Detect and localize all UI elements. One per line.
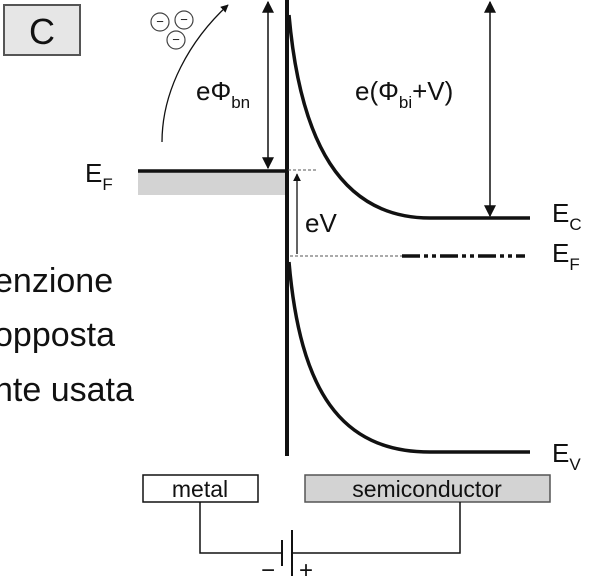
side-text: nte usata — [0, 371, 134, 409]
valence-band — [287, 261, 530, 454]
metal-label: metal — [172, 476, 228, 502]
side-text: opposta — [0, 316, 115, 354]
metal-fill — [138, 172, 285, 195]
semiconductor-box — [304, 474, 551, 503]
semiconductor-label: semiconductor — [352, 476, 502, 502]
semi-fermi-label: EF — [552, 238, 580, 274]
valence-label: EV — [552, 438, 581, 474]
circuit-wire — [199, 502, 461, 554]
side-text: enzione — [0, 262, 113, 300]
battery-minus: − — [261, 557, 275, 580]
electron-sign: − — [172, 32, 180, 47]
electrons — [150, 10, 194, 50]
conduction-band — [287, 14, 530, 220]
panel-label: C — [29, 11, 55, 52]
panel-box — [3, 4, 81, 56]
electron-sign: − — [180, 12, 188, 27]
metal-fermi-label: EF — [85, 158, 113, 194]
built-in-label: e(Φbi+V) — [355, 76, 453, 112]
electron-sign: − — [156, 14, 164, 29]
barrier-label: eΦbn — [196, 76, 250, 112]
emission-arrow — [161, 4, 229, 143]
battery-plus: + — [299, 557, 313, 580]
conduction-label: EC — [552, 198, 582, 234]
bias-label: eV — [305, 208, 337, 238]
